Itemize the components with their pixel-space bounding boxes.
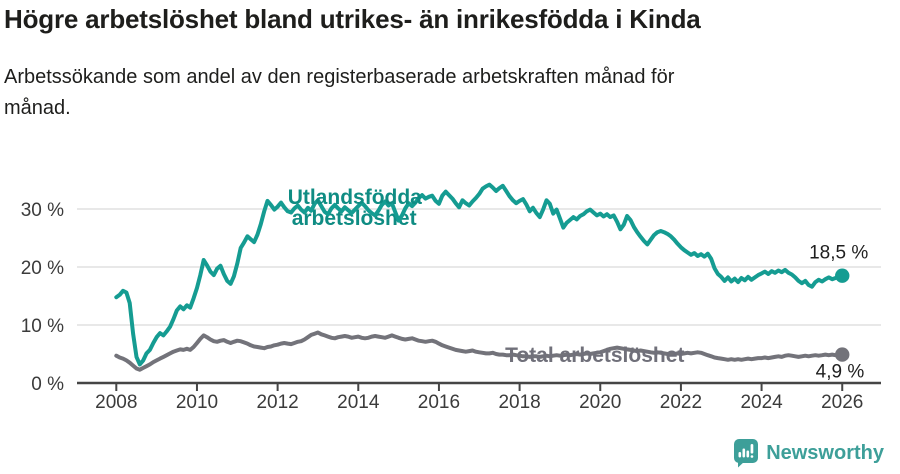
y-tick-label-20: 20 % [21,258,64,279]
newsworthy-icon [734,439,759,468]
bar-tall-icon [742,448,746,458]
bar-mid-icon [746,450,750,458]
x-tick-label-2014: 2014 [337,392,380,413]
end-dot-total [835,347,850,362]
exclamation-stem-icon [750,444,754,454]
newsworthy-wordmark: Newsworthy [766,441,884,464]
y-tick-label-0: 0 % [31,374,64,395]
series-line-utlandsfodda [114,182,845,367]
x-tick-label-2024: 2024 [740,392,783,413]
end-value-label-total: 4,9 % [816,362,865,383]
x-tick-label-2022: 2022 [660,392,702,413]
x-tick-label-2012: 2012 [256,392,298,413]
end-value-label-utlandsfodda: 18,5 % [809,243,868,264]
newsworthy-logo[interactable]: Newsworthy [733,438,884,468]
series-label-utlandsfodda: Utlandsfödda [288,186,422,209]
x-tick-label-2008: 2008 [95,392,137,413]
x-tick-label-2010: 2010 [176,392,218,413]
x-tick-label-2026: 2026 [821,392,863,413]
x-tick-label-2020: 2020 [579,392,621,413]
y-tick-label-30: 30 % [21,200,64,221]
chart-title: Högre arbetslöshet bland utrikes- än inr… [4,4,701,34]
end-dot-utlandsfodda [835,268,850,283]
x-tick-label-2016: 2016 [418,392,460,413]
series-label-total: Total arbetslöshet [505,344,684,367]
bar-short-icon [738,452,742,458]
chart-subtitle: Arbetssökande som andel av den registerb… [4,66,675,119]
exclamation-dot-icon [750,455,754,458]
series-line-total [114,330,845,372]
x-tick-label-2018: 2018 [498,392,540,413]
y-tick-label-10: 10 % [21,316,64,337]
